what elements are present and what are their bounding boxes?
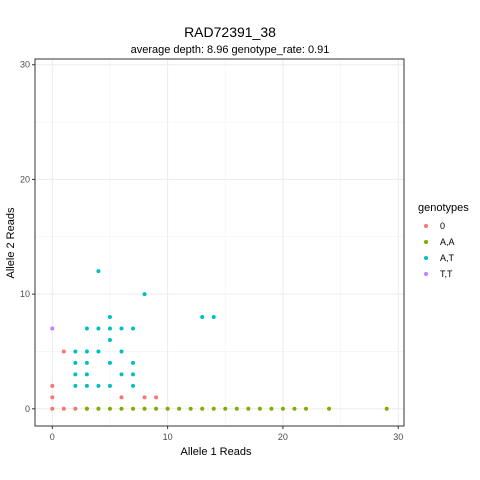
data-point [61, 406, 66, 411]
data-point [177, 406, 182, 411]
data-point [84, 372, 89, 377]
data-point [119, 326, 124, 331]
data-point [384, 406, 389, 411]
data-point [50, 406, 55, 411]
data-point [119, 406, 124, 411]
x-tick-label: 10 [163, 432, 173, 442]
data-point [269, 406, 274, 411]
plot-border [34, 58, 405, 427]
data-point [107, 337, 112, 342]
data-point [73, 372, 78, 377]
data-point [131, 406, 136, 411]
data-point [154, 395, 159, 400]
data-point [119, 372, 124, 377]
plot-background [35, 59, 404, 426]
plot-panel: 0 10 20 30 0 10 20 30 [20, 58, 405, 442]
data-point [96, 326, 101, 331]
x-axis-label: Allele 1 Reads [181, 446, 252, 458]
x-tick-label: 20 [278, 432, 288, 442]
y-tick-label: 0 [25, 404, 30, 414]
data-point [73, 406, 78, 411]
data-point [107, 406, 112, 411]
data-point [131, 326, 136, 331]
data-point [257, 406, 262, 411]
data-point [84, 326, 89, 331]
y-tick-label: 30 [20, 60, 30, 70]
data-point [142, 406, 147, 411]
chart-title: RAD72391_38 [184, 24, 276, 40]
data-point [73, 360, 78, 365]
data-point [61, 349, 66, 354]
x-tick-label: 30 [393, 432, 403, 442]
x-tick-label: 0 [50, 432, 55, 442]
data-point [96, 383, 101, 388]
legend: genotypes 0 A,A A,T T,T [418, 202, 469, 279]
legend-title: genotypes [418, 202, 469, 214]
data-point [96, 406, 101, 411]
legend-key [424, 224, 428, 228]
data-point [131, 372, 136, 377]
chart-subtitle: average depth: 8.96 genotype_rate: 0.91 [131, 44, 330, 56]
data-point [234, 406, 239, 411]
data-point [84, 383, 89, 388]
data-point [223, 406, 228, 411]
data-point [119, 349, 124, 354]
data-point [119, 395, 124, 400]
data-point [165, 406, 170, 411]
data-point [142, 395, 147, 400]
data-point [96, 269, 101, 274]
data-point [73, 349, 78, 354]
data-point [84, 349, 89, 354]
y-axis-label: Allele 2 Reads [5, 207, 17, 278]
legend-label: A,A [440, 237, 455, 247]
data-point [303, 406, 308, 411]
legend-key [424, 272, 428, 276]
data-point [50, 326, 55, 331]
data-point [211, 315, 216, 320]
data-point [327, 406, 332, 411]
data-point [84, 360, 89, 365]
legend-label: 0 [440, 221, 445, 231]
data-point [96, 349, 101, 354]
data-point [50, 383, 55, 388]
data-point [107, 383, 112, 388]
data-point [154, 406, 159, 411]
data-point [84, 406, 89, 411]
data-point [200, 406, 205, 411]
data-point [107, 360, 112, 365]
data-point [107, 326, 112, 331]
data-point [107, 315, 112, 320]
data-point [131, 360, 136, 365]
legend-label: T,T [440, 269, 453, 279]
data-point [200, 315, 205, 320]
data-point [142, 292, 147, 297]
data-point [188, 406, 193, 411]
data-point [50, 395, 55, 400]
y-tick-label: 10 [20, 289, 30, 299]
data-point [280, 406, 285, 411]
legend-key [424, 256, 428, 260]
legend-label: A,T [440, 253, 455, 263]
data-point [211, 406, 216, 411]
data-point [131, 383, 136, 388]
data-point [246, 406, 251, 411]
data-point [292, 406, 297, 411]
y-tick-label: 20 [20, 174, 30, 184]
data-point [73, 383, 78, 388]
legend-key [424, 240, 428, 244]
